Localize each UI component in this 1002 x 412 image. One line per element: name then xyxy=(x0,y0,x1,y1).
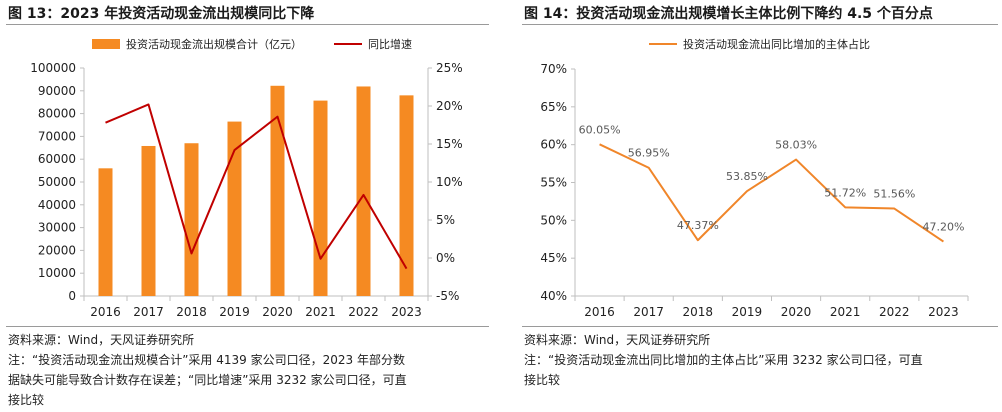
top-rule xyxy=(522,24,998,25)
y-tick-label-right: -5% xyxy=(436,289,459,303)
data-label: 51.56% xyxy=(873,188,915,201)
data-label: 58.03% xyxy=(775,139,817,152)
x-tick-label: 2022 xyxy=(348,305,379,319)
x-tick-label: 2018 xyxy=(176,305,207,319)
note-line: 接比较 xyxy=(8,393,45,407)
note-line: 据缺失可能导致合计数存在误差；“同比增速”采用 3232 家公司口径，可直 xyxy=(8,373,407,387)
x-tick-label: 2016 xyxy=(584,305,615,319)
bottom-rule xyxy=(522,326,998,327)
y-tick-label-right: 15% xyxy=(436,137,463,151)
y-tick-label-left: 30000 xyxy=(38,221,76,235)
source-line: 资料来源：Wind，天风证券研究所 xyxy=(524,333,711,347)
y-tick-label: 65% xyxy=(540,100,567,114)
chart-14: 投资活动现金流出同比增加的主体占比 40% 45% 50% 55% 60% 65% 70% 20… xyxy=(540,37,969,319)
y-tick-label-left: 60000 xyxy=(38,152,76,166)
figure-13: 图 13：2023 年投资活动现金流出规模同比下降 投资活动现金流出规模合计（亿… xyxy=(0,0,493,412)
chart-13-area: 投资活动现金流出规模合计（亿元） 同比增速 0 10000 20000 30000 4000… xyxy=(6,26,489,325)
x-tick-label: 2023 xyxy=(391,305,422,319)
x-tick-label: 2017 xyxy=(133,305,164,319)
chart-13: 投资活动现金流出规模合计（亿元） 同比增速 0 10000 20000 30000 4000… xyxy=(30,37,463,319)
y-tick-label: 55% xyxy=(540,176,567,190)
legend-label-bars: 投资活动现金流出规模合计（亿元） xyxy=(126,37,302,51)
x-tick-label: 2020 xyxy=(262,305,293,319)
data-label: 56.95% xyxy=(628,147,670,160)
y-tick-label-left: 20000 xyxy=(38,243,76,257)
y-tick-label-right: 20% xyxy=(436,99,463,113)
chart-14-area: 投资活动现金流出同比增加的主体占比 40% 45% 50% 55% 60% 65% 70% 20… xyxy=(522,26,998,325)
bar xyxy=(141,145,156,296)
figure-14-notes: 资料来源：Wind，天风证券研究所 注：“投资活动现金流出同比增加的主体占比”采… xyxy=(524,330,998,390)
y-tick-label-right: 5% xyxy=(436,213,455,227)
x-tick-label: 2017 xyxy=(633,305,664,319)
x-tick-label: 2021 xyxy=(830,305,861,319)
x-tick-label: 2022 xyxy=(879,305,910,319)
note-line: 接比较 xyxy=(524,373,561,387)
y-tick-label-right: 0% xyxy=(436,251,455,265)
bar xyxy=(399,95,414,296)
y-tick-label: 50% xyxy=(540,213,567,227)
data-label: 60.05% xyxy=(579,123,621,136)
x-tick-label: 2019 xyxy=(732,305,763,319)
y-tick-label-right: 10% xyxy=(436,175,463,189)
x-tick-label: 2021 xyxy=(305,305,336,319)
figure-14: 图 14：投资活动现金流出规模增长主体比例下降约 4.5 个百分点 投资活动现金… xyxy=(516,0,1002,412)
source-line: 资料来源：Wind，天风证券研究所 xyxy=(8,333,195,347)
bar xyxy=(98,168,113,296)
bar xyxy=(313,100,328,296)
y-tick-label-left: 0 xyxy=(68,289,76,303)
figure-13-notes: 资料来源：Wind，天风证券研究所 注：“投资活动现金流出规模合计”采用 413… xyxy=(8,330,489,410)
yoy-line xyxy=(105,103,408,270)
y-tick-label: 40% xyxy=(540,289,567,303)
legend-label-line: 投资活动现金流出同比增加的主体占比 xyxy=(683,37,870,51)
y-tick-label-left: 70000 xyxy=(38,129,76,143)
bar xyxy=(184,143,199,296)
y-tick-label-left: 10000 xyxy=(38,266,76,280)
y-tick-label-right: 25% xyxy=(436,61,463,75)
y-tick-label-left: 90000 xyxy=(38,84,76,98)
x-tick-label: 2016 xyxy=(90,305,121,319)
bar xyxy=(356,86,371,296)
data-label: 51.72% xyxy=(824,186,866,199)
bar xyxy=(227,121,242,296)
share-line xyxy=(599,143,944,243)
y-tick-label-left: 80000 xyxy=(38,107,76,121)
bottom-rule xyxy=(6,326,489,327)
data-label: 47.37% xyxy=(677,219,719,232)
y-tick-label-left: 40000 xyxy=(38,198,76,212)
x-tick-label: 2018 xyxy=(683,305,714,319)
y-tick-label: 60% xyxy=(540,138,567,152)
y-tick-label-left: 100000 xyxy=(30,61,76,75)
figure-13-title: 图 13：2023 年投资活动现金流出规模同比下降 xyxy=(8,6,315,22)
legend-swatch-bars xyxy=(92,39,120,49)
y-tick-label-left: 50000 xyxy=(38,175,76,189)
x-tick-label: 2019 xyxy=(219,305,250,319)
legend-label-line: 同比增速 xyxy=(368,37,412,51)
bar xyxy=(270,85,285,296)
x-tick-label: 2020 xyxy=(781,305,812,319)
note-line: 注：“投资活动现金流出规模合计”采用 4139 家公司口径，2023 年部分数 xyxy=(8,353,405,367)
figure-14-title: 图 14：投资活动现金流出规模增长主体比例下降约 4.5 个百分点 xyxy=(524,6,933,22)
data-label: 47.20% xyxy=(922,221,964,234)
y-tick-label: 45% xyxy=(540,251,567,265)
y-tick-label: 70% xyxy=(540,62,567,76)
note-line: 注：“投资活动现金流出同比增加的主体占比”采用 3232 家公司口径，可直 xyxy=(524,353,923,367)
data-label: 53.85% xyxy=(726,170,768,183)
x-tick-label: 2023 xyxy=(928,305,959,319)
top-rule xyxy=(6,24,489,25)
